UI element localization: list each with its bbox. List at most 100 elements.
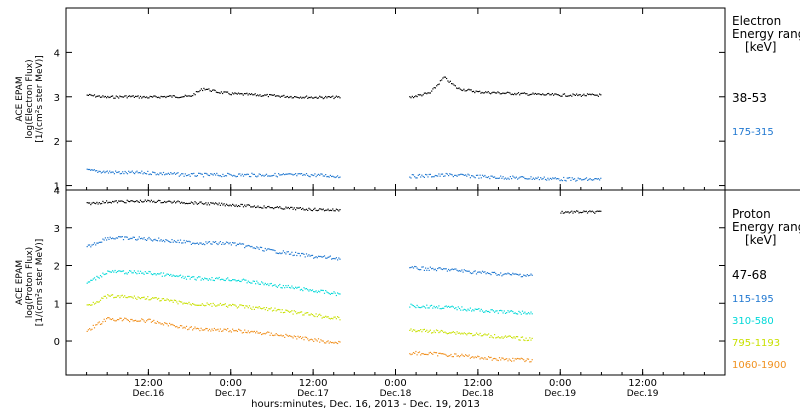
proton-point — [127, 200, 129, 202]
proton-point — [334, 210, 336, 212]
proton-point — [148, 236, 150, 239]
proton-point — [503, 336, 505, 338]
electron-point — [417, 174, 419, 176]
proton-point — [288, 311, 291, 313]
proton-point — [236, 307, 238, 309]
proton-point — [441, 307, 444, 309]
electron-point — [91, 94, 93, 97]
electron-point — [449, 173, 451, 175]
electron-point — [550, 94, 552, 96]
proton-point — [334, 316, 336, 318]
proton-point — [219, 302, 221, 305]
proton-point — [166, 298, 168, 300]
proton-point — [116, 202, 119, 204]
proton-point — [119, 200, 121, 202]
electron-point — [241, 93, 243, 95]
x-tick-time-label: 12:00 — [628, 378, 657, 389]
electron-point — [135, 95, 137, 97]
proton-point — [331, 342, 333, 344]
proton-ylabel: ACE EPAM log(Proton Flux) [1/(cm²s ster Me… — [15, 239, 45, 326]
proton-point — [258, 332, 260, 334]
proton-point — [144, 199, 146, 201]
electron-point — [110, 172, 112, 174]
proton-point — [122, 319, 125, 321]
electron-point — [230, 94, 232, 96]
electron-point — [571, 95, 573, 97]
electron-point — [199, 89, 201, 92]
proton-point — [195, 202, 197, 204]
proton-point — [316, 257, 318, 259]
proton-point — [133, 295, 135, 297]
proton-point — [512, 272, 514, 274]
proton-point — [515, 336, 517, 338]
proton-point — [143, 296, 145, 298]
electron-point — [463, 174, 465, 176]
electron-point — [311, 97, 314, 99]
electron-point — [161, 174, 163, 176]
proton-point — [115, 237, 117, 239]
proton-point — [293, 335, 295, 337]
proton-point — [274, 307, 276, 309]
proton-point — [326, 209, 328, 211]
proton-point — [287, 251, 289, 253]
electron-point — [119, 95, 121, 97]
proton-point — [317, 209, 320, 211]
proton-point — [139, 270, 142, 272]
electron-point — [210, 90, 212, 92]
proton-point — [182, 242, 184, 244]
proton-point — [177, 275, 179, 278]
proton-point — [463, 269, 465, 271]
proton-point — [515, 273, 517, 275]
proton-point — [258, 283, 260, 285]
electron-point — [310, 174, 312, 176]
proton-point — [415, 350, 417, 353]
proton-point — [439, 331, 441, 333]
proton-point — [504, 312, 507, 314]
proton-point — [481, 310, 484, 312]
proton-point — [529, 337, 531, 339]
proton-point — [129, 270, 131, 272]
proton-point — [122, 296, 125, 298]
electron-point — [482, 92, 484, 94]
electron-point — [193, 172, 195, 174]
proton-point — [205, 202, 207, 204]
electron-point — [569, 177, 571, 179]
proton-point — [418, 306, 421, 309]
electron-point — [219, 92, 221, 94]
electron-point — [207, 174, 209, 176]
proton-point — [86, 246, 88, 248]
electron-point — [220, 91, 222, 93]
electron-point — [577, 177, 579, 179]
proton-point — [329, 255, 331, 257]
proton-point — [322, 208, 324, 210]
electron-point — [272, 94, 274, 96]
proton-point — [240, 203, 242, 205]
proton-point — [257, 205, 259, 207]
proton-point — [458, 356, 461, 358]
electron-point — [555, 178, 557, 180]
proton-point — [303, 209, 305, 211]
electron-point — [431, 90, 433, 92]
proton-point — [248, 281, 251, 283]
proton-point — [445, 332, 447, 334]
proton-point — [248, 204, 251, 206]
proton-point — [150, 273, 152, 275]
proton-point — [196, 327, 198, 329]
proton-point — [159, 240, 161, 242]
proton-point — [227, 241, 229, 244]
proton-point — [468, 332, 470, 334]
proton-point — [415, 266, 417, 268]
proton-point — [222, 242, 224, 244]
proton-point — [498, 337, 501, 339]
proton-point — [104, 320, 106, 322]
proton-point — [420, 329, 422, 331]
proton-point — [232, 328, 234, 330]
electron-point — [185, 175, 188, 177]
proton-point — [298, 207, 300, 209]
proton-point — [302, 314, 304, 316]
electron-point — [114, 97, 116, 99]
proton-point — [292, 254, 294, 257]
proton-point — [485, 310, 487, 312]
proton-point — [101, 241, 103, 243]
electron-point — [511, 93, 513, 95]
